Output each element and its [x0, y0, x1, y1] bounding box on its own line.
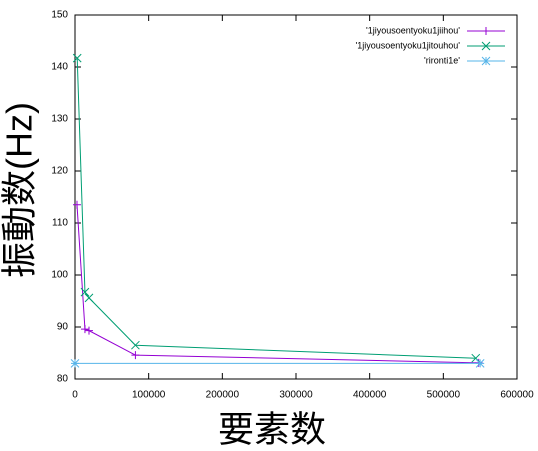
x-tick-label: 400000 [353, 390, 387, 401]
x-tick-label: 200000 [206, 390, 240, 401]
x-tick-label: 100000 [132, 390, 166, 401]
y-tick-label: 120 [51, 166, 68, 177]
marker [70, 359, 80, 368]
y-tick-label: 80 [57, 374, 69, 385]
y-tick-label: 150 [51, 10, 68, 21]
legend-label: 'rironti1e' [424, 55, 460, 65]
legend-label: '1jiyousoentyoku1jitouhou' [355, 40, 460, 50]
marker [481, 56, 491, 66]
marker [481, 41, 491, 51]
marker [72, 53, 82, 63]
y-tick-label: 140 [51, 62, 68, 73]
marker [471, 353, 481, 363]
marker [84, 293, 94, 303]
marker [84, 326, 93, 335]
marker [131, 351, 140, 360]
marker [80, 325, 89, 334]
marker [482, 27, 490, 35]
marker [72, 200, 81, 209]
marker [80, 287, 90, 297]
y-axis-label: 振動数(Hz) [0, 102, 40, 278]
marker [475, 359, 485, 368]
x-axis-label: 要素数 [218, 409, 326, 450]
y-tick-label: 110 [52, 218, 68, 229]
x-tick-label: 600000 [500, 390, 534, 401]
x-tick-label: 300000 [279, 390, 313, 401]
y-tick-label: 130 [51, 114, 68, 125]
y-tick-label: 100 [51, 270, 68, 281]
x-tick-label: 500000 [427, 390, 461, 401]
y-tick-label: 90 [57, 322, 69, 333]
x-tick-label: 0 [72, 390, 78, 401]
legend-label: '1jiyousoentyoku1jiihou' [366, 25, 460, 35]
marker [131, 340, 140, 350]
